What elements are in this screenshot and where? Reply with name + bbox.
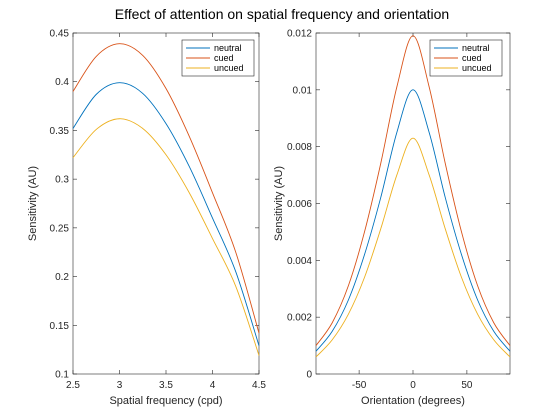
- y-tick-label: 0.25: [50, 223, 70, 234]
- series-line-uncued: [315, 137, 511, 358]
- series-line-cued: [72, 43, 260, 334]
- x-tick-label: 3.5: [159, 380, 173, 391]
- y-tick-label: 0.2: [55, 272, 69, 283]
- y-tick-label: 0.35: [50, 126, 70, 137]
- legend-label-neutral: neutral: [214, 43, 242, 53]
- y-tick-label: 0.15: [50, 321, 70, 332]
- plot-area: [315, 32, 511, 375]
- series-line-cued: [315, 35, 511, 346]
- left-panel-spatial-frequency: 2.5 3 3.5 4 4.5 0.1 0.15 0.2 0.25 0.3 0.35 0.4 0.45 S…: [27, 29, 266, 408]
- legend-label-uncued: uncued: [462, 63, 492, 73]
- x-axis-label: Orientation (degrees): [361, 395, 465, 407]
- x-tick-label: 2.5: [66, 380, 80, 391]
- y-tick-label: 0: [306, 370, 312, 381]
- y-tick-label: 0.01: [293, 85, 313, 96]
- y-tick-label: 0.002: [287, 313, 312, 324]
- x-tick-label: 3: [117, 380, 123, 391]
- legend-label-cued: cued: [462, 53, 482, 63]
- legend-label-uncued: uncued: [214, 63, 244, 73]
- y-axis-label: Sensitivity (AU): [273, 166, 285, 241]
- y-tick-label: 0.004: [287, 256, 312, 267]
- y-tick-label: 0.45: [50, 29, 70, 40]
- series-line-neutral: [315, 89, 511, 352]
- y-tick-label: 0.1: [55, 370, 69, 381]
- legend-label-cued: cued: [214, 53, 234, 63]
- x-tick-label: -50: [352, 380, 367, 391]
- series-line-uncued: [72, 118, 260, 356]
- y-tick-label: 0.008: [287, 142, 312, 153]
- figure-title: Effect of attention on spatial frequency…: [115, 6, 449, 22]
- y-axis-label: Sensitivity (AU): [27, 166, 39, 241]
- y-tick-label: 0.006: [287, 199, 312, 210]
- y-tick-label: 0.3: [55, 175, 69, 186]
- x-tick-label: 4: [210, 380, 216, 391]
- x-tick-label: 50: [461, 380, 473, 391]
- series-line-neutral: [72, 82, 260, 346]
- x-axis-label: Spatial frequency (cpd): [109, 395, 222, 407]
- x-tick-label: 0: [410, 380, 416, 391]
- y-tick-label: 0.012: [287, 29, 312, 40]
- legend-label-neutral: neutral: [462, 43, 490, 53]
- y-tick-label: 0.4: [55, 77, 69, 88]
- plot-area: [72, 32, 260, 375]
- right-panel-orientation: -50 0 50 0 0.002 0.004 0.006 0.008 0.01 0.012 Orie…: [273, 29, 511, 407]
- x-tick-label: 4.5: [252, 380, 266, 391]
